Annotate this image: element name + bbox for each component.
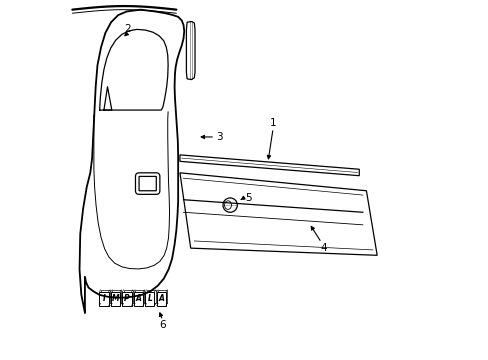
Polygon shape xyxy=(133,292,142,306)
Text: I: I xyxy=(102,294,105,303)
Polygon shape xyxy=(110,292,120,306)
Text: 1: 1 xyxy=(269,118,276,128)
FancyBboxPatch shape xyxy=(139,176,156,191)
Polygon shape xyxy=(186,22,195,80)
Text: P: P xyxy=(124,294,129,303)
Text: 3: 3 xyxy=(216,132,222,142)
Text: A: A xyxy=(135,294,141,303)
Polygon shape xyxy=(180,173,376,255)
Polygon shape xyxy=(122,292,131,306)
Text: M: M xyxy=(111,294,119,303)
Text: 2: 2 xyxy=(124,24,131,35)
Polygon shape xyxy=(180,155,359,176)
Text: L: L xyxy=(147,294,152,303)
Polygon shape xyxy=(99,292,108,306)
Text: A: A xyxy=(158,294,164,303)
Polygon shape xyxy=(156,292,165,306)
Polygon shape xyxy=(145,292,154,306)
Text: 6: 6 xyxy=(159,320,166,330)
Text: 4: 4 xyxy=(320,243,326,253)
Text: 5: 5 xyxy=(244,193,251,203)
